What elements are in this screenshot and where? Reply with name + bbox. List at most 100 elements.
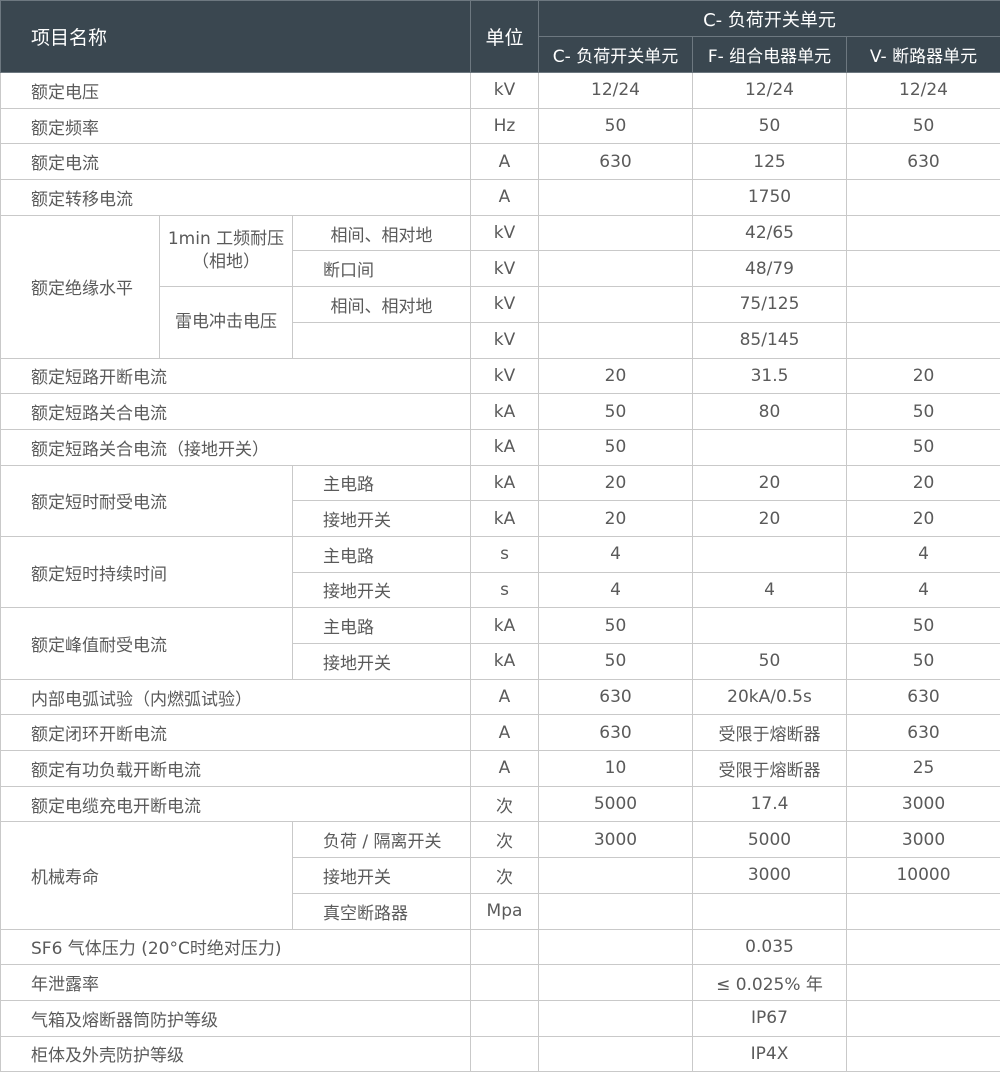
cell-unit: A xyxy=(471,180,539,216)
cell-unit: kV xyxy=(471,287,539,323)
cell-v: 4 xyxy=(847,536,1000,572)
cell-f: 75/125 xyxy=(693,287,847,323)
cell-c: 50 xyxy=(539,608,693,644)
cell-unit: kV xyxy=(471,73,539,109)
cell-f: 1750 xyxy=(693,180,847,216)
cell-unit: A xyxy=(471,679,539,715)
cell-v: 3000 xyxy=(847,822,1000,858)
cell-v: 50 xyxy=(847,429,1000,465)
cell-unit xyxy=(471,929,539,965)
cell-f: ≤ 0.025% 年 xyxy=(693,965,847,1001)
row-sub-label: 主电路 xyxy=(293,536,471,572)
table-row: 年泄露率 ≤ 0.025% 年 xyxy=(1,965,1000,1001)
cell-c: 20 xyxy=(539,501,693,537)
cell-unit: A xyxy=(471,144,539,180)
cell-f: 80 xyxy=(693,394,847,430)
header-v-unit: V- 断路器单元 xyxy=(847,37,1000,73)
row-label: 年泄露率 xyxy=(1,965,471,1001)
row-label: 额定峰值耐受电流 xyxy=(1,608,293,679)
cell-f: 20 xyxy=(693,465,847,501)
row-sub-label: 接地开关 xyxy=(293,572,471,608)
cell-v: 50 xyxy=(847,608,1000,644)
cell-f: 42/65 xyxy=(693,215,847,251)
cell-unit xyxy=(471,1036,539,1072)
row-label: 额定频率 xyxy=(1,108,471,144)
cell-unit: kV xyxy=(471,358,539,394)
cell-v: 20 xyxy=(847,501,1000,537)
cell-v: 50 xyxy=(847,394,1000,430)
cell-unit: 次 xyxy=(471,822,539,858)
row-sub-label: 接地开关 xyxy=(293,644,471,680)
cell-c: 630 xyxy=(539,715,693,751)
row-group-label: 雷电冲击电压 xyxy=(160,287,293,358)
cell-unit xyxy=(471,965,539,1001)
cell-f xyxy=(693,536,847,572)
row-label: 额定绝缘水平 xyxy=(1,215,160,358)
cell-unit: kA xyxy=(471,608,539,644)
cell-f: 85/145 xyxy=(693,322,847,358)
row-group-label: 1min 工频耐压（相地） xyxy=(160,215,293,286)
row-sub-label: 主电路 xyxy=(293,608,471,644)
cell-v xyxy=(847,251,1000,287)
cell-unit: Hz xyxy=(471,108,539,144)
cell-v: 12/24 xyxy=(847,73,1000,109)
cell-unit: 次 xyxy=(471,786,539,822)
row-label: 额定电流 xyxy=(1,144,471,180)
cell-c: 50 xyxy=(539,394,693,430)
cell-c xyxy=(539,251,693,287)
cell-v: 4 xyxy=(847,572,1000,608)
header-c-unit: C- 负荷开关单元 xyxy=(539,37,693,73)
cell-v: 630 xyxy=(847,679,1000,715)
cell-c xyxy=(539,893,693,929)
cell-unit: kA xyxy=(471,429,539,465)
row-label: 额定短路关合电流（接地开关） xyxy=(1,429,471,465)
cell-f: 受限于熔断器 xyxy=(693,751,847,787)
cell-unit: kV xyxy=(471,251,539,287)
cell-c xyxy=(539,965,693,1001)
row-label: 内部电弧试验（内燃弧试验） xyxy=(1,679,471,715)
cell-v: 20 xyxy=(847,465,1000,501)
cell-unit: s xyxy=(471,572,539,608)
cell-c: 12/24 xyxy=(539,73,693,109)
row-sub-label: 相间、相对地 xyxy=(293,287,471,323)
cell-v xyxy=(847,893,1000,929)
cell-f: 12/24 xyxy=(693,73,847,109)
cell-unit: A xyxy=(471,751,539,787)
cell-f: 50 xyxy=(693,644,847,680)
cell-f xyxy=(693,608,847,644)
row-label: 额定转移电流 xyxy=(1,180,471,216)
table-row: SF6 气体压力 (20°C时绝对压力)0.035 xyxy=(1,929,1000,965)
cell-v: 20 xyxy=(847,358,1000,394)
cell-unit xyxy=(471,1000,539,1036)
row-label: 额定短路关合电流 xyxy=(1,394,471,430)
row-sub-label: 负荷 / 隔离开关 xyxy=(293,822,471,858)
cell-f: 20 xyxy=(693,501,847,537)
row-label: 额定电压 xyxy=(1,73,471,109)
cell-unit: kA xyxy=(471,465,539,501)
cell-v: 25 xyxy=(847,751,1000,787)
cell-v: 3000 xyxy=(847,786,1000,822)
cell-v: 50 xyxy=(847,644,1000,680)
cell-unit: 次 xyxy=(471,858,539,894)
row-sub-label: 相间、相对地 xyxy=(293,215,471,251)
cell-c: 10 xyxy=(539,751,693,787)
row-label: SF6 气体压力 (20°C时绝对压力) xyxy=(1,929,471,965)
row-label: 额定短时耐受电流 xyxy=(1,465,293,536)
row-sub-label: 主电路 xyxy=(293,465,471,501)
cell-v: 10000 xyxy=(847,858,1000,894)
cell-unit: Mpa xyxy=(471,893,539,929)
row-label: 机械寿命 xyxy=(1,822,293,929)
cell-v xyxy=(847,322,1000,358)
cell-c: 20 xyxy=(539,465,693,501)
cell-c xyxy=(539,180,693,216)
